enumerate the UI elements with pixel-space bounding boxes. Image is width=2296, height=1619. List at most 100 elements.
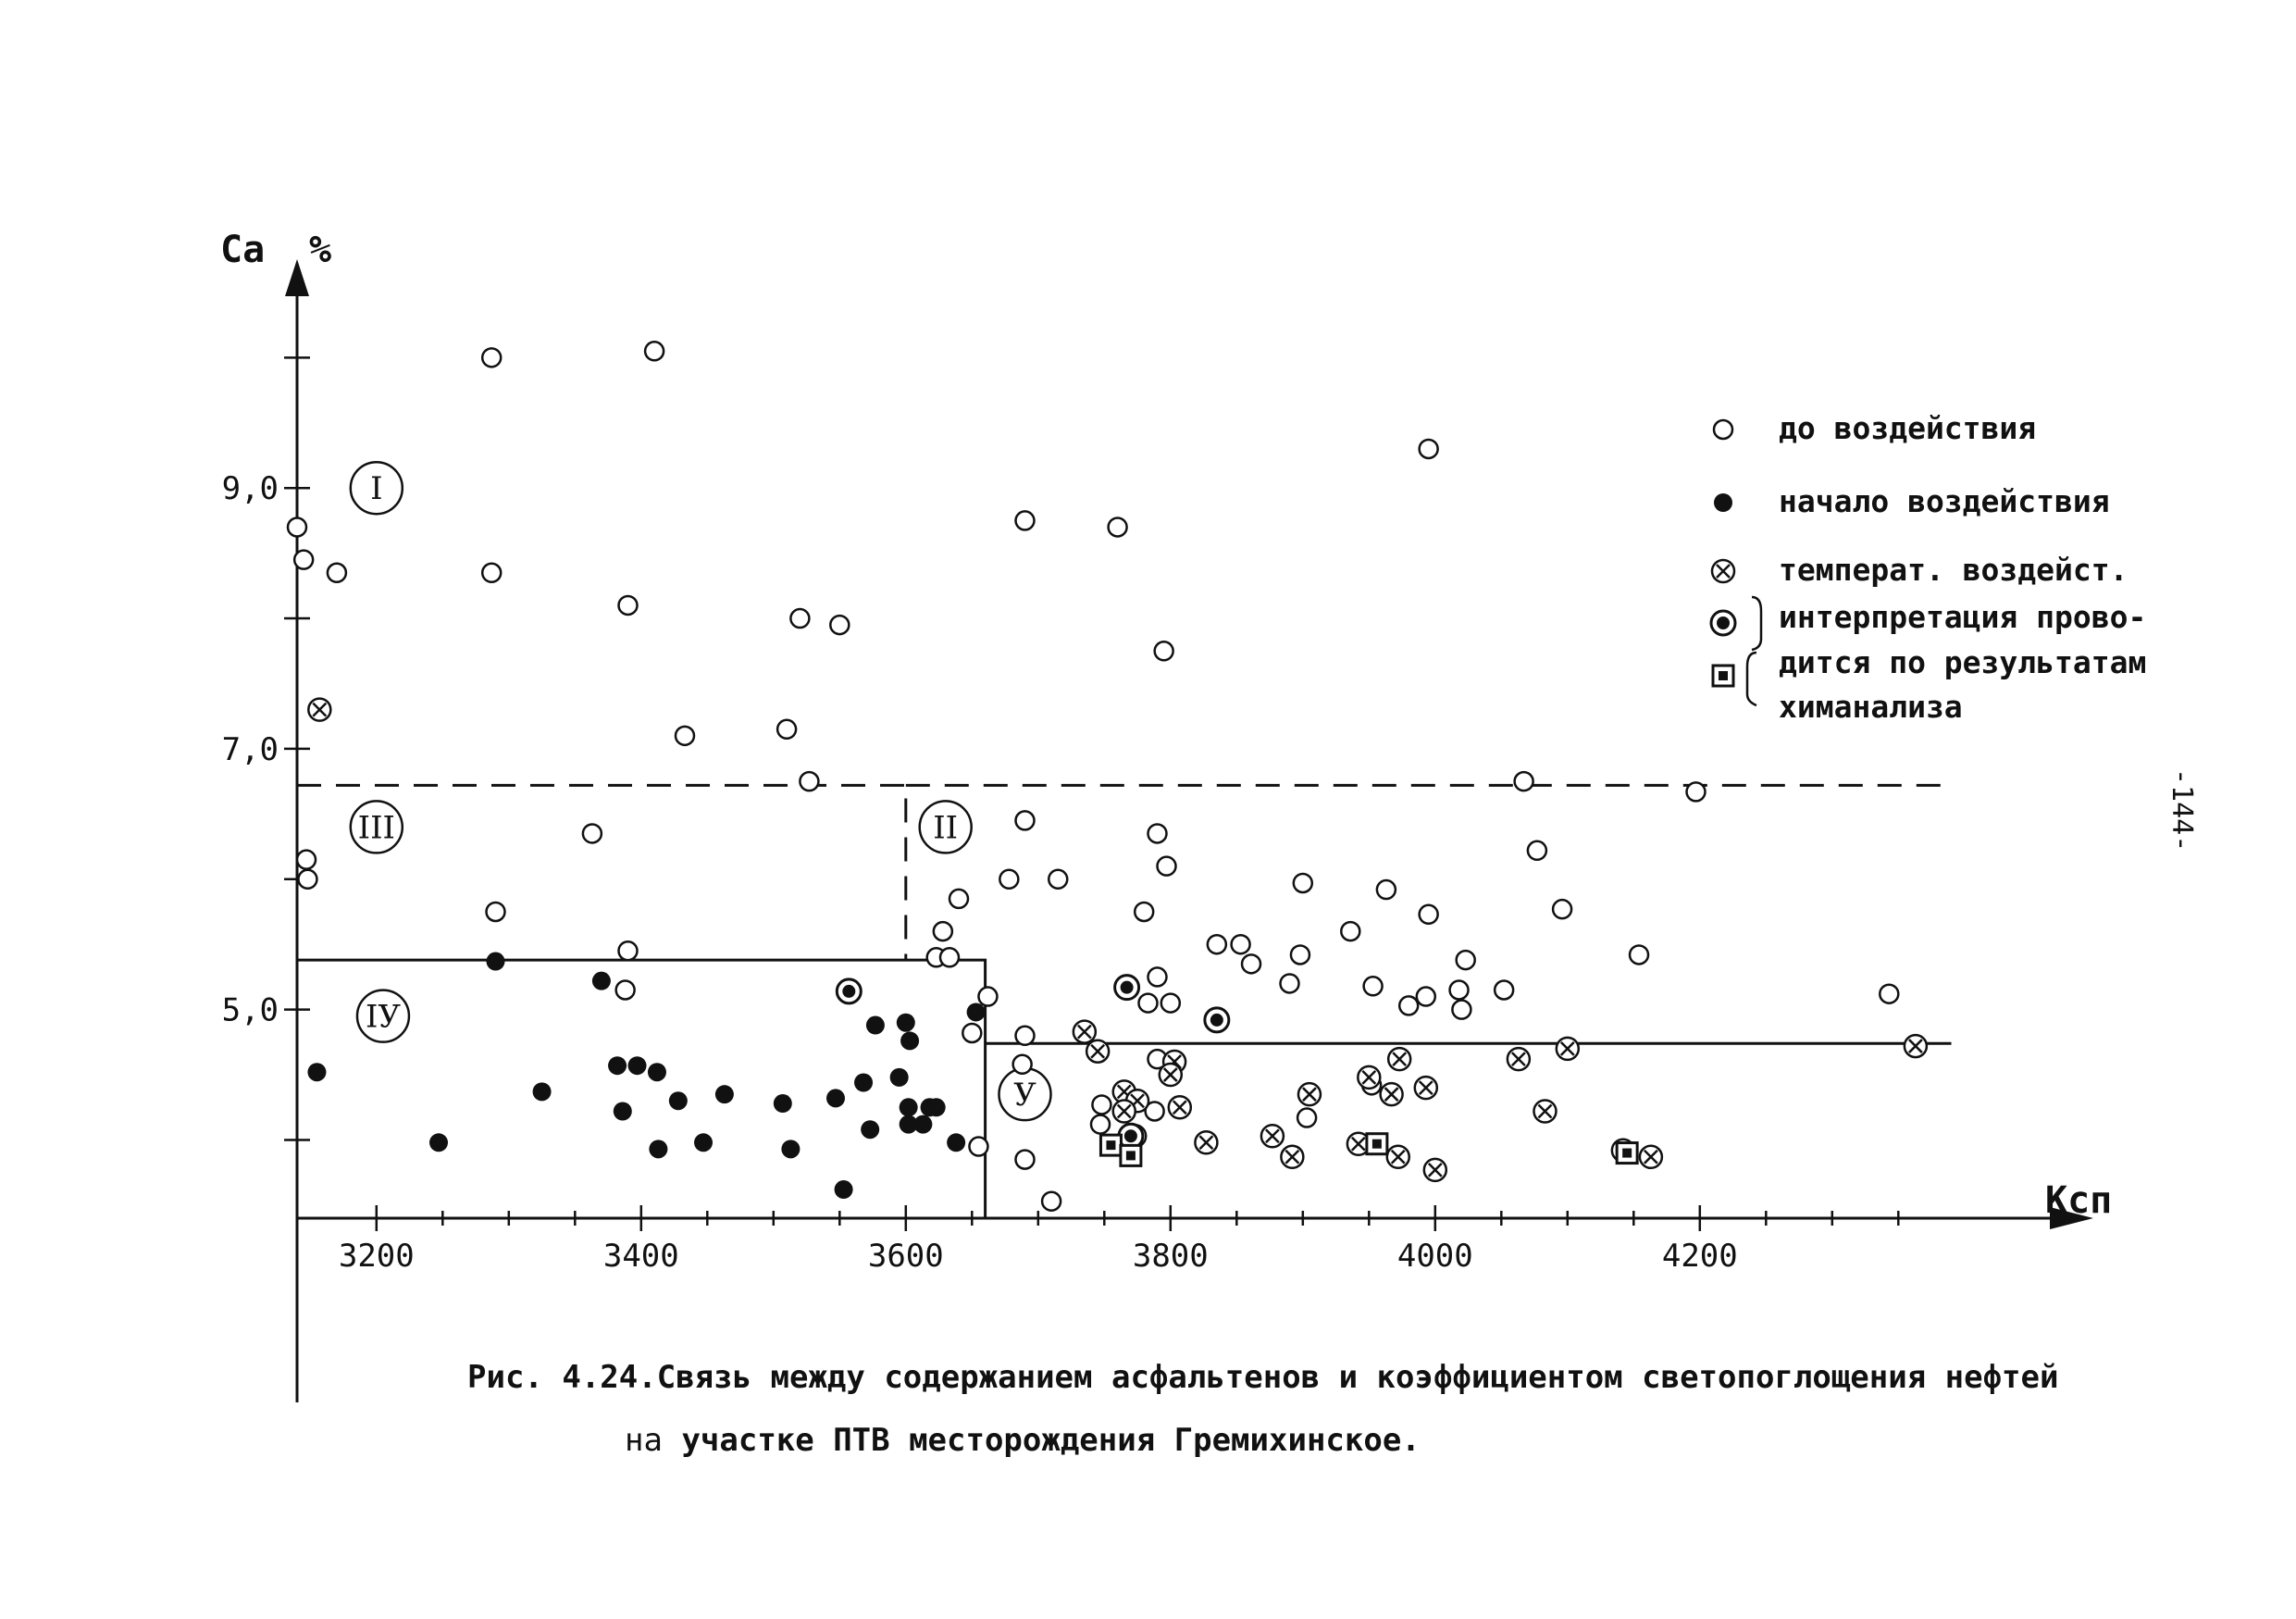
legend-marker [1712, 418, 1734, 441]
marker-open-circle [581, 823, 603, 844]
data-point [1340, 920, 1361, 942]
data-point [1117, 1122, 1145, 1150]
marker-open-circle [1292, 872, 1314, 894]
marker-open-circle [286, 517, 308, 538]
legend-note-line: интерпретация прово- [1779, 599, 2146, 635]
data-point [647, 1063, 666, 1082]
data-point [932, 920, 954, 942]
data-point [1386, 1046, 1412, 1072]
marker-square-core [1106, 1140, 1116, 1151]
marker-filled-circle [714, 1085, 734, 1104]
data-point [694, 1133, 714, 1152]
legend-label: до воздействия [1779, 410, 2036, 446]
region-text: У [1013, 1077, 1036, 1114]
data-point [1357, 1065, 1382, 1090]
data-point [1296, 1107, 1318, 1128]
marker-ring-core [1717, 616, 1730, 629]
dashed-boundary [297, 783, 908, 961]
marker-open-circle [938, 947, 961, 968]
data-point [668, 1091, 688, 1111]
marker-open-circle [1628, 944, 1650, 965]
data-point [1365, 1132, 1389, 1156]
marker-open-circle [1451, 999, 1472, 1020]
data-point [966, 1003, 986, 1022]
legend-marker [1710, 558, 1736, 584]
data-point [1014, 510, 1036, 531]
marker-filled-circle [899, 1115, 918, 1134]
data-point [649, 1140, 668, 1159]
data-point [999, 868, 1020, 890]
region-circle [355, 989, 411, 1043]
series-ring [835, 974, 1231, 1150]
data-point [1160, 992, 1182, 1014]
marker-open-circle [1147, 966, 1168, 988]
marker-open-circle [1206, 933, 1228, 955]
marker-open-circle [1685, 781, 1706, 803]
marker-open-circle [1415, 986, 1437, 1007]
marker-cross-b [1302, 1087, 1317, 1102]
marker-open-circle [1712, 418, 1734, 441]
marker-filled-circle [966, 1003, 986, 1022]
data-point [1451, 999, 1472, 1020]
x-tick-label: 4200 [1662, 1238, 1738, 1275]
marker-open-circle [1513, 770, 1534, 792]
data-point [1526, 840, 1548, 862]
data-point [776, 718, 798, 741]
data-point [480, 347, 503, 368]
marker-filled-circle [773, 1094, 792, 1114]
y-axis-arrowhead [285, 259, 309, 296]
marker-cross-b [1384, 1087, 1399, 1102]
y-tick-label: 5,0 [222, 992, 279, 1029]
region-label: У [998, 1066, 1052, 1122]
marker-open-circle [948, 888, 970, 910]
marker-open-circle [1240, 953, 1262, 975]
figure-caption-text: участке ПТВ месторождения Гремихинское. [681, 1422, 1421, 1459]
marker-filled-circle [861, 1120, 880, 1140]
data-point [1040, 1190, 1062, 1212]
marker-open-circle [1879, 983, 1900, 1004]
data-point [1280, 1144, 1305, 1170]
data-point [1147, 823, 1168, 844]
data-point [1375, 878, 1397, 901]
marker-cross-b [1427, 1162, 1443, 1177]
data-point [608, 1056, 627, 1076]
axes [285, 259, 2093, 1402]
marker-filled-circle [900, 1031, 920, 1051]
marker-filled-circle [781, 1140, 800, 1159]
series-square [1098, 1132, 1639, 1167]
marker-open-circle [614, 979, 636, 1001]
region-label: I [349, 460, 404, 516]
marker-open-circle [1091, 1094, 1112, 1115]
marker-filled-circle [865, 1015, 885, 1035]
data-point [1418, 438, 1439, 460]
marker-square-core [1719, 671, 1728, 680]
data-point [307, 1063, 327, 1082]
y-axis-label: Са [220, 229, 265, 271]
legend-marker [1711, 664, 1735, 688]
marker-filled-circle [913, 1115, 933, 1134]
marker-open-circle [1144, 1101, 1165, 1122]
marker-cross-b [1116, 1103, 1132, 1119]
data-point [1385, 1144, 1411, 1170]
marker-open-circle [617, 594, 639, 616]
marker-open-circle [326, 562, 348, 584]
marker-filled-circle [889, 1067, 909, 1087]
data-point [789, 607, 811, 629]
marker-cross-b [312, 702, 328, 717]
marker-cross-b [1392, 1052, 1408, 1067]
data-point [1167, 1095, 1193, 1120]
data-point [1448, 979, 1470, 1001]
legend-label: начало воздействия [1779, 483, 2110, 519]
region-label: II [918, 800, 973, 854]
marker-open-circle [1279, 973, 1300, 994]
marker-square-core [1125, 1151, 1136, 1161]
data-point [1362, 976, 1384, 997]
marker-open-circle [1137, 992, 1159, 1014]
marker-open-circle [295, 849, 317, 870]
marker-filled-circle [627, 1056, 647, 1076]
data-point [896, 1013, 915, 1032]
data-point [1397, 995, 1420, 1016]
marker-cross-b [1908, 1039, 1923, 1053]
marker-cross-b [1511, 1052, 1526, 1067]
data-point [1240, 953, 1262, 975]
